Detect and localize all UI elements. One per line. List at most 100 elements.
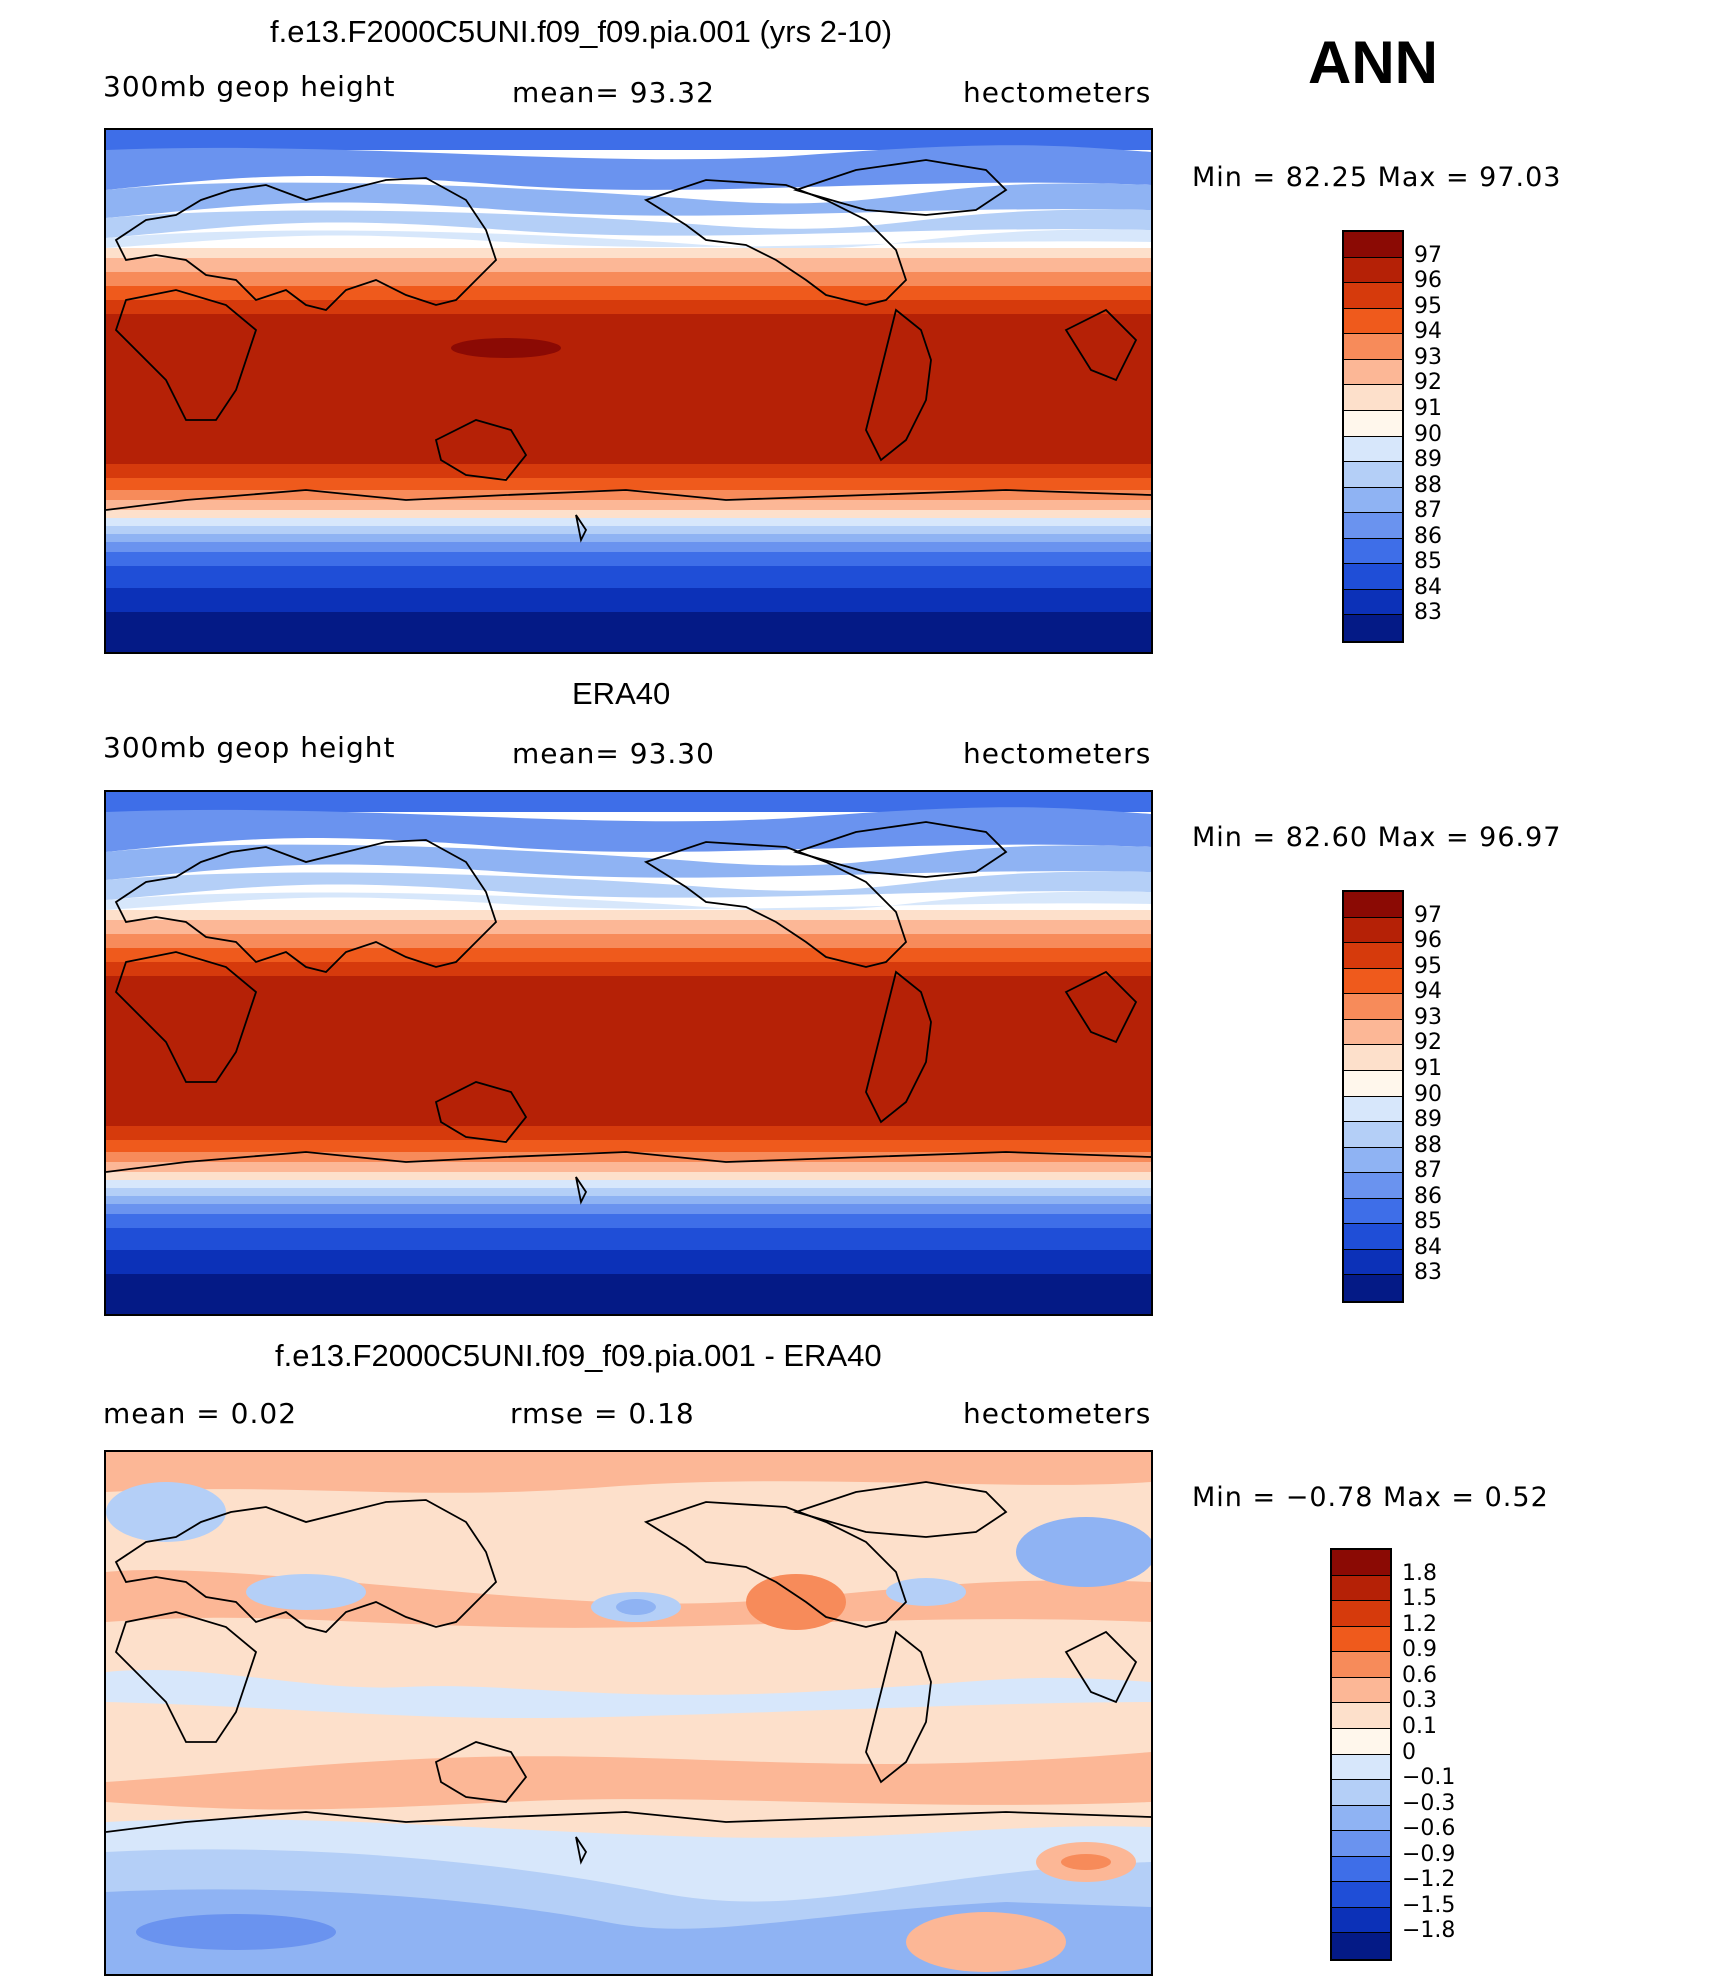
colorbar-tick-label: 95 [1414,953,1442,979]
colorbar-tick-label: −0.1 [1402,1765,1456,1791]
colorbar-swatch [1344,1096,1402,1123]
panel-1-units-label: hectometers [963,76,1152,109]
panel-1-minmax: Min = 82.25 Max = 97.03 [1192,162,1562,193]
colorbar-swatch [1344,436,1402,463]
colorbar-tick-label: −1.5 [1402,1892,1456,1918]
colorbar-tick-label: 97 [1414,902,1442,928]
colorbar-swatch [1344,513,1402,539]
colorbar-swatch [1332,1703,1390,1729]
colorbar-swatch [1344,1275,1402,1301]
colorbar-swatch [1344,564,1402,590]
panel-2-map [104,790,1153,1316]
colorbar-swatch [1344,283,1402,309]
colorbar-tick-label: 97 [1414,242,1442,268]
colorbar-tick-label: 85 [1414,1209,1442,1235]
colorbar-tick-label: 95 [1414,293,1442,319]
colorbar-tick-label: −0.9 [1402,1841,1456,1867]
colorbar-tick-label: −0.3 [1402,1790,1456,1816]
colorbar-tick-label: 84 [1414,574,1442,600]
panel-3-colorbar [1330,1548,1392,1961]
panel-3-minmax: Min = −0.78 Max = 0.52 [1192,1482,1549,1513]
colorbar-tick-label: 83 [1414,600,1442,626]
colorbar-tick-label: −1.8 [1402,1918,1456,1944]
panel-3-units-label: hectometers [963,1397,1152,1430]
colorbar-swatch [1332,1677,1390,1704]
panel-2-units-label: hectometers [963,737,1152,770]
colorbar-tick-label: 84 [1414,1234,1442,1260]
colorbar-swatch [1332,1831,1390,1857]
colorbar-tick-label: 0.6 [1402,1662,1437,1688]
panel-2-colorbar [1342,890,1404,1303]
colorbar-swatch [1332,1728,1390,1755]
colorbar-swatch [1344,943,1402,969]
colorbar-swatch [1344,538,1402,565]
colorbar-tick-label: 86 [1414,523,1442,549]
colorbar-swatch [1344,385,1402,411]
colorbar-swatch [1332,1882,1390,1908]
colorbar-swatch [1344,1224,1402,1250]
colorbar-tick-label: 0 [1402,1739,1416,1765]
panel-3-rmse-label: rmse = 0.18 [510,1397,695,1430]
colorbar-tick-label: 1.2 [1402,1611,1437,1637]
colorbar-tick-label: 88 [1414,1132,1442,1158]
colorbar-swatch [1344,1249,1402,1276]
colorbar-tick-label: 88 [1414,472,1442,498]
colorbar-swatch [1332,1601,1390,1627]
colorbar-swatch [1344,892,1402,918]
colorbar-tick-label: 0.9 [1402,1637,1437,1663]
colorbar-tick-label: 90 [1414,421,1442,447]
colorbar-swatch [1332,1626,1390,1653]
colorbar-swatch [1344,308,1402,335]
colorbar-tick-label: 91 [1414,1055,1442,1081]
colorbar-swatch [1344,1122,1402,1148]
colorbar-swatch [1344,410,1402,437]
colorbar-swatch [1344,257,1402,284]
colorbar-tick-label: 92 [1414,1030,1442,1056]
colorbar-tick-label: 85 [1414,549,1442,575]
colorbar-swatch [1332,1907,1390,1934]
colorbar-swatch [1344,589,1402,616]
panel-2-title: ERA40 [572,676,671,711]
panel-1-mean-label: mean= 93.32 [512,76,715,109]
colorbar-swatch [1344,1070,1402,1097]
colorbar-swatch [1344,994,1402,1020]
colorbar-swatch [1344,232,1402,258]
colorbar-swatch [1344,917,1402,944]
colorbar-tick-label: 90 [1414,1081,1442,1107]
colorbar-tick-label: 83 [1414,1260,1442,1286]
colorbar-swatch [1332,1805,1390,1832]
colorbar-tick-label: 1.8 [1402,1560,1437,1586]
panel-3-title: f.e13.F2000C5UNI.f09_f09.pia.001 - ERA40 [275,1338,882,1373]
colorbar-tick-label: −1.2 [1402,1867,1456,1893]
panel-1-map [104,128,1153,654]
season-label: ANN [1308,29,1438,96]
colorbar-swatch [1332,1575,1390,1602]
colorbar-swatch [1344,359,1402,386]
colorbar-swatch [1332,1754,1390,1781]
colorbar-swatch [1344,462,1402,488]
colorbar-tick-label: 93 [1414,344,1442,370]
colorbar-tick-label: 87 [1414,498,1442,524]
panel-1-title: f.e13.F2000C5UNI.f09_f09.pia.001 (yrs 2-… [270,14,893,49]
colorbar-swatch [1332,1856,1390,1883]
colorbar-tick-label: 0.1 [1402,1713,1437,1739]
panel-1-colorbar [1342,230,1404,643]
colorbar-swatch [1344,1173,1402,1199]
colorbar-swatch [1344,1147,1402,1174]
colorbar-swatch [1344,968,1402,995]
colorbar-tick-label: 92 [1414,370,1442,396]
colorbar-swatch [1344,1045,1402,1071]
colorbar-swatch [1344,1019,1402,1046]
colorbar-tick-label: 86 [1414,1183,1442,1209]
colorbar-tick-label: 89 [1414,447,1442,473]
colorbar-swatch [1332,1652,1390,1678]
colorbar-tick-label: 94 [1414,979,1442,1005]
colorbar-swatch [1344,487,1402,514]
panel-2-minmax: Min = 82.60 Max = 96.97 [1192,822,1562,853]
panel-3-map [104,1450,1153,1976]
colorbar-tick-label: 93 [1414,1004,1442,1030]
colorbar-tick-label: 96 [1414,268,1442,294]
colorbar-tick-label: 91 [1414,395,1442,421]
panel-2-variable-label: 300mb geop height [103,731,396,764]
panel-1-variable-label: 300mb geop height [103,70,396,103]
